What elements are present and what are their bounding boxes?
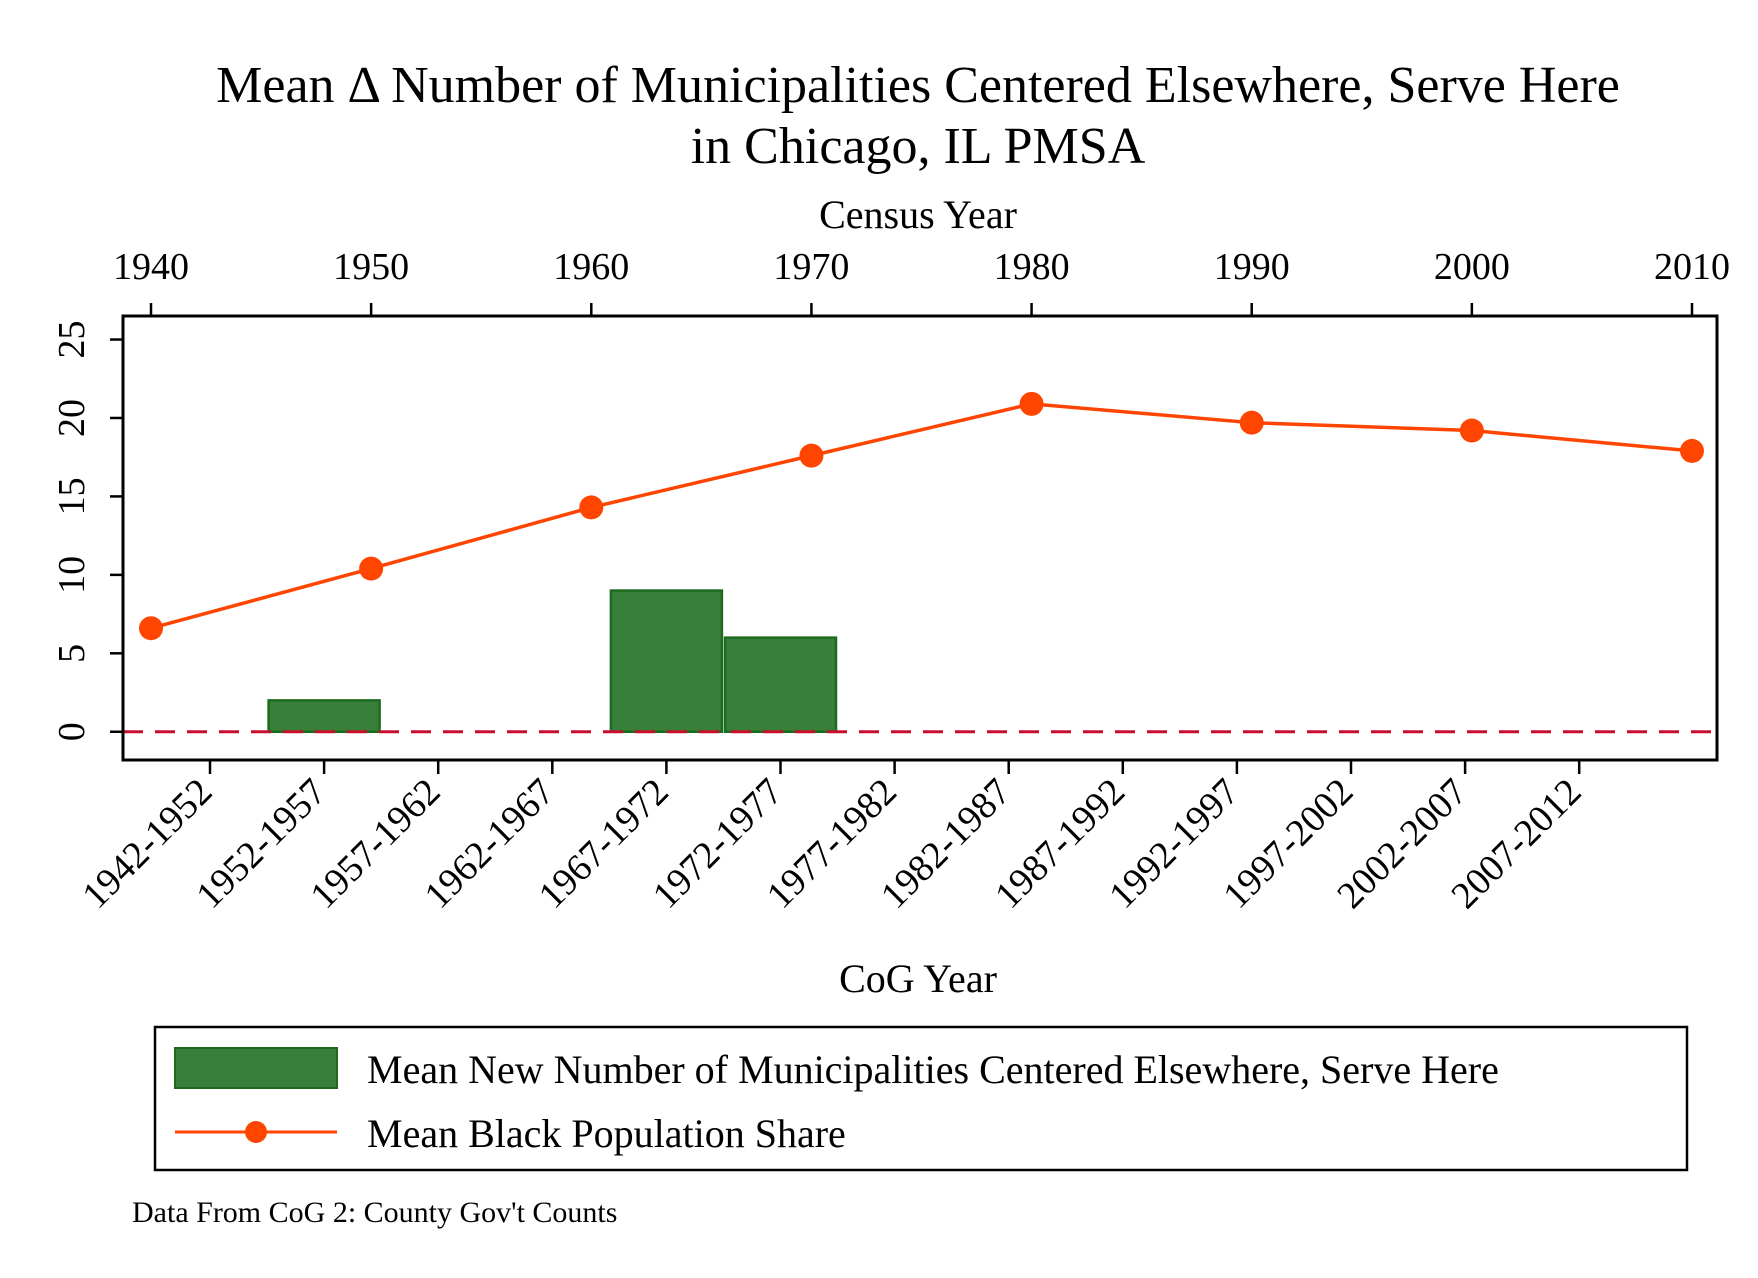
line-point [1239, 410, 1264, 435]
top-tick-label: 1970 [773, 246, 849, 288]
line-point [359, 556, 384, 581]
line-point [1019, 391, 1044, 416]
top-tick-label: 1940 [113, 246, 189, 288]
y-axis: 0 5 10 15 20 25 [51, 321, 123, 741]
top-tick-label: 1960 [553, 246, 629, 288]
bar [267, 699, 381, 734]
top-tick-label: 1950 [333, 246, 409, 288]
line-point [1680, 438, 1704, 463]
y-tick-label: 10 [51, 556, 93, 594]
top-axis-title: Census Year [819, 192, 1017, 237]
legend: Mean New Number of Municipalities Center… [153, 1025, 1689, 1172]
line-point [579, 495, 604, 520]
y-tick-label: 5 [51, 644, 93, 663]
top-tick-label: 1980 [994, 246, 1070, 288]
line-point [139, 616, 163, 641]
line-point [799, 443, 824, 468]
y-tick-label: 20 [51, 399, 93, 437]
legend-line-marker [245, 1121, 267, 1143]
series-line [150, 402, 1693, 630]
bar [723, 636, 838, 734]
bar-series [267, 589, 838, 734]
bottom-axis-title: CoG Year [839, 956, 997, 1001]
line-point [1459, 418, 1484, 443]
y-tick-label: 0 [51, 722, 93, 741]
y-tick-label: 15 [51, 477, 93, 515]
plot-frame [121, 314, 1719, 762]
source-note: Data From CoG 2: County Gov't Counts [132, 1196, 617, 1229]
top-tick-label: 2010 [1654, 246, 1730, 288]
chart-title-line-1: Mean Δ Number of Municipalities Centered… [216, 57, 1620, 114]
bar [609, 589, 724, 734]
legend-label-line: Mean Black Population Share [367, 1111, 846, 1156]
legend-box [153, 1025, 1689, 1172]
top-tick-label: 2000 [1434, 246, 1510, 288]
chart-title-line-2: in Chicago, IL PMSA [691, 118, 1146, 175]
legend-bar-swatch [174, 1047, 338, 1089]
top-axis: 1940 1950 1960 1970 1980 1990 2000 2010 [113, 246, 1730, 316]
legend-label-bars: Mean New Number of Municipalities Center… [367, 1047, 1499, 1092]
top-tick-label: 1990 [1214, 246, 1290, 288]
line-series [139, 391, 1704, 641]
y-tick-label: 25 [51, 321, 93, 359]
